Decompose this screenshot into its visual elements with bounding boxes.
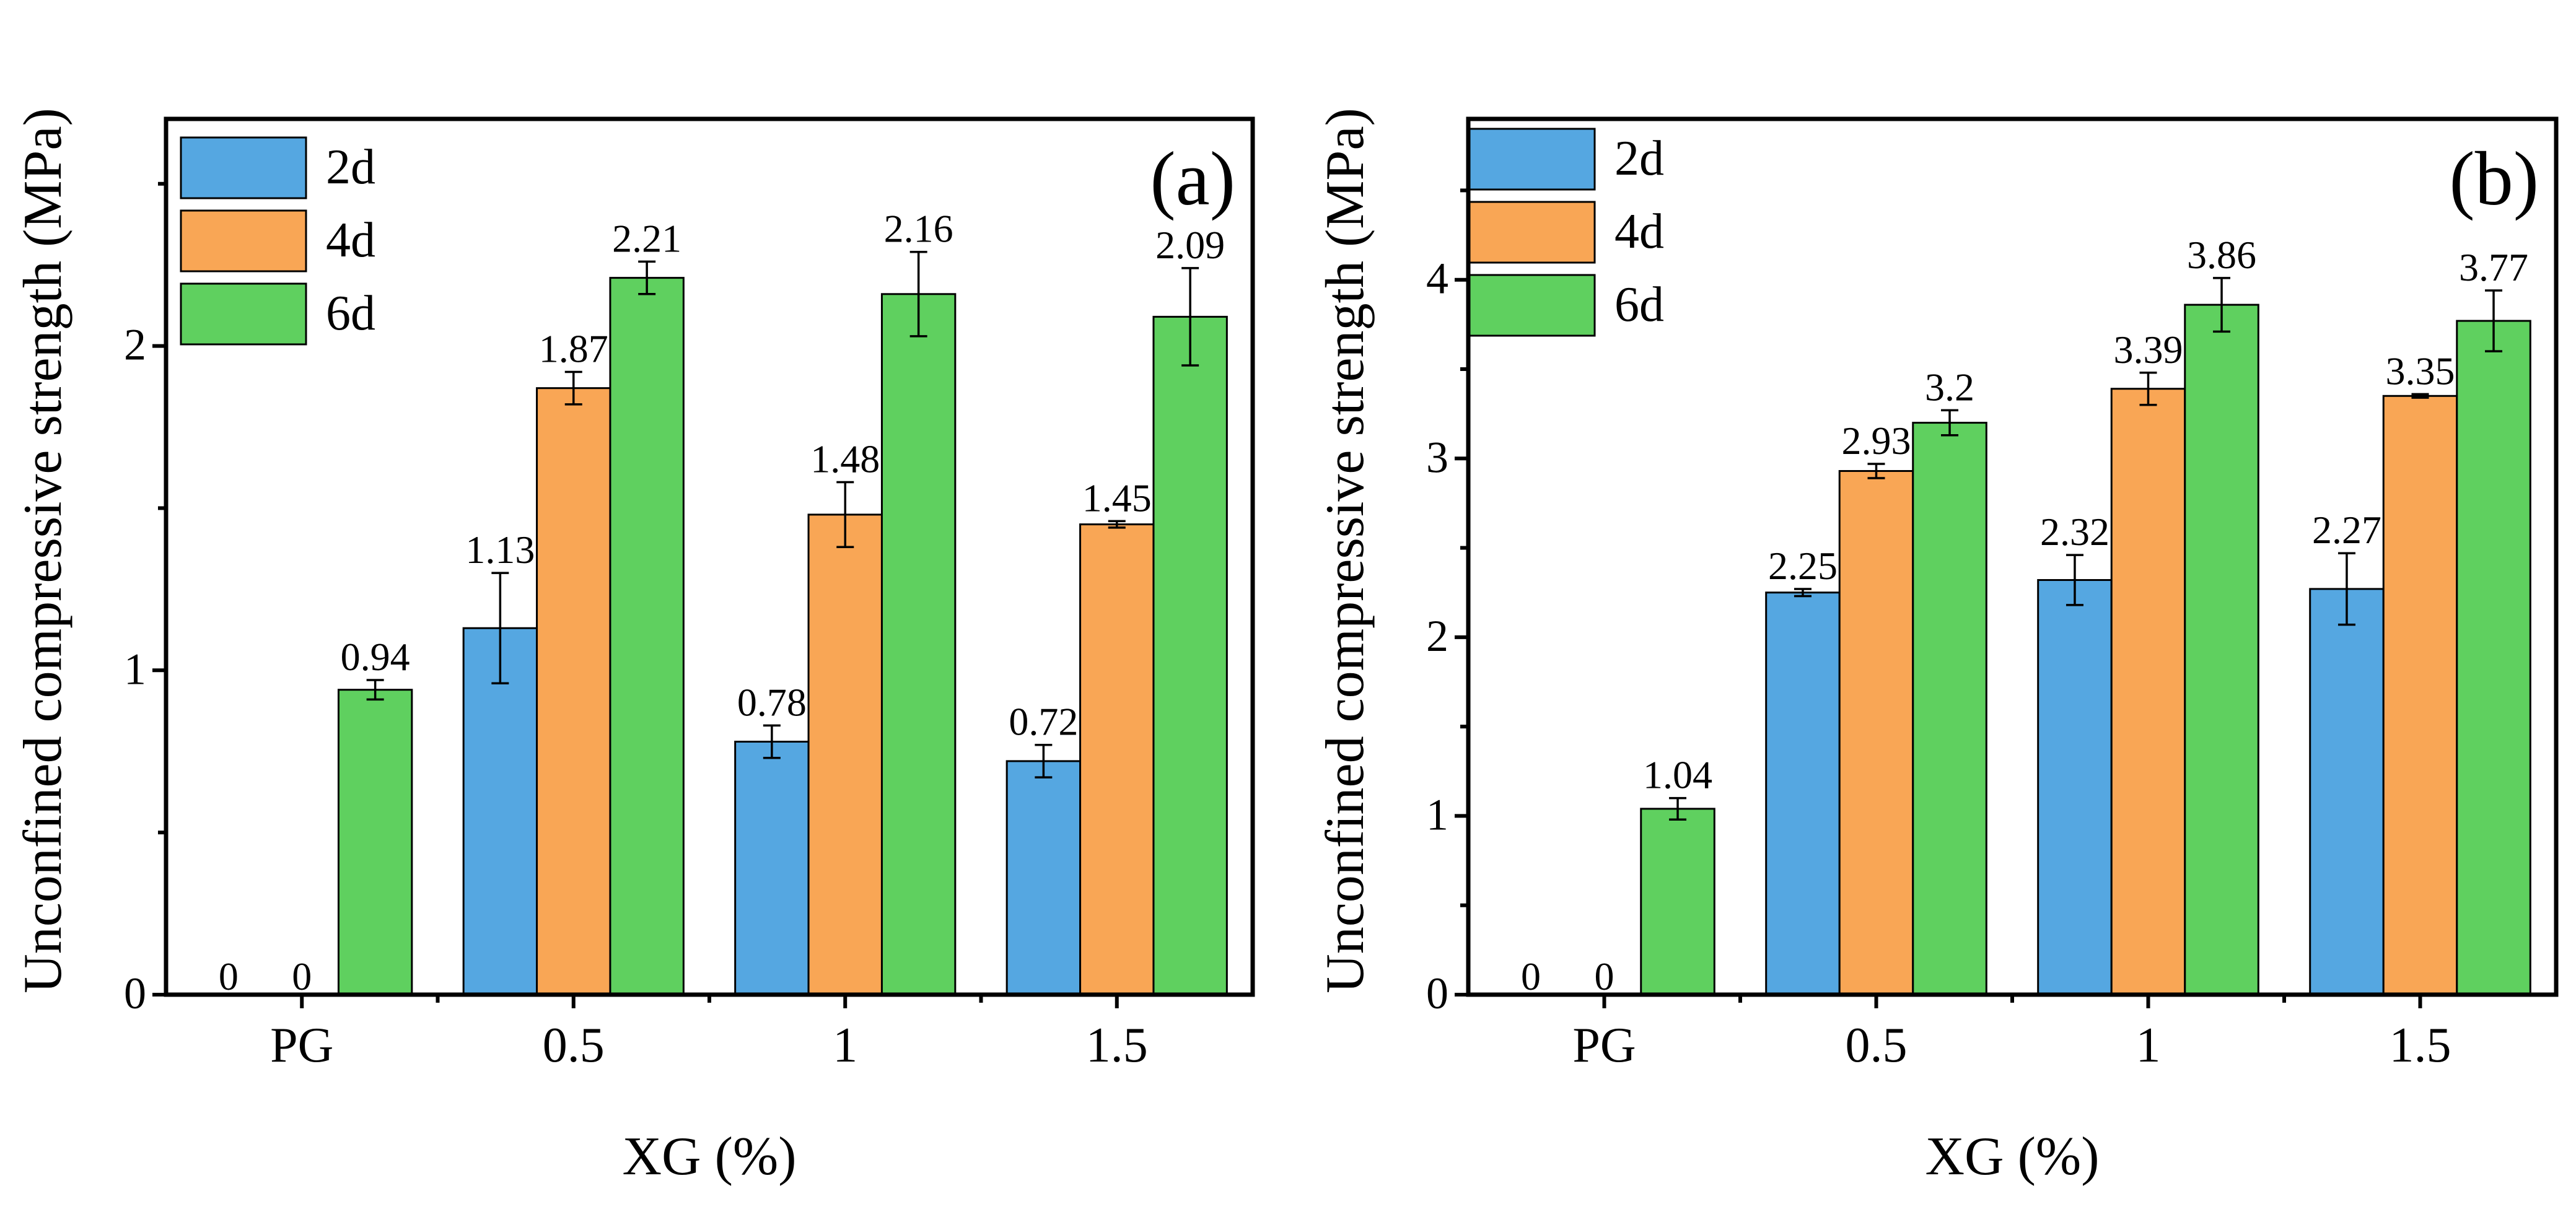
y-tick-label: 4 (1426, 254, 1448, 303)
y-axis-title: Unconfined compressive strength (MPa) (1315, 108, 1375, 993)
data-label: 3.39 (2114, 328, 2183, 372)
y-tick-label: 0 (124, 969, 146, 1018)
legend-swatch-4d (180, 209, 307, 273)
legend-label-4d: 4d (1614, 204, 1664, 259)
legend-label-6d: 6d (1614, 277, 1664, 332)
legend-swatch-4d (1468, 201, 1596, 264)
legend-swatch-6d (1468, 274, 1596, 337)
y-tick-label: 2 (1426, 611, 1448, 661)
y-tick-label: 1 (1426, 790, 1448, 839)
data-label: 0 (219, 954, 239, 998)
data-label: 2.32 (2040, 510, 2109, 554)
data-label: 1.87 (539, 326, 608, 370)
data-label: 1.48 (810, 437, 880, 481)
bar-6d-1 (2184, 303, 2259, 996)
bar-6d-1 (880, 293, 957, 996)
x-tick-label-0.5: 0.5 (543, 1018, 605, 1073)
legend-swatch-2d (180, 136, 307, 199)
data-label: 2.27 (2312, 508, 2381, 552)
bar-4d-1 (807, 513, 883, 996)
bar-2d-0.5 (1765, 591, 1841, 996)
data-label: 1.45 (1082, 476, 1152, 520)
y-tick-label: 0 (1426, 969, 1448, 1018)
data-label: 3.2 (1925, 365, 1974, 409)
panel-label: (b) (2449, 136, 2539, 221)
y-axis-title: Unconfined compressive strength (MPa) (13, 108, 73, 993)
bar-4d-0.5 (536, 387, 611, 996)
legend-label-2d: 2d (326, 140, 375, 194)
bar-6d-0.5 (1912, 422, 1987, 996)
data-label: 2.25 (1768, 544, 1838, 588)
panel-a: 0 1.13 0.78 0.72 0 1.87 1.48 1.45 0.94 2.21 2.16 2.… (13, 108, 1255, 1187)
bar-6d-PG (1640, 808, 1715, 996)
data-label: 3.77 (2459, 245, 2528, 289)
legend-label-6d: 6d (326, 286, 375, 341)
bar-2d-1 (2037, 579, 2113, 996)
x-tick-label-1.5: 1.5 (2390, 1018, 2451, 1073)
legend-swatch-6d (180, 282, 307, 346)
panel-label: (a) (1150, 136, 1235, 221)
panel-b: 0 2.25 2.32 2.27 0 2.93 3.39 3.35 1.04 3.2 3.86 3.7… (1315, 108, 2559, 1187)
data-label: 0.72 (1009, 700, 1078, 744)
x-tick-label-1: 1 (2136, 1018, 2161, 1073)
bar-2d-0.5 (462, 627, 538, 996)
x-tick-label-PG: PG (270, 1018, 333, 1073)
y-tick-label: 3 (1426, 432, 1448, 482)
data-label: 2.93 (1842, 419, 1911, 463)
bar-2d-1 (734, 741, 810, 996)
data-label: 0.78 (737, 680, 807, 724)
x-tick-label-0.5: 0.5 (1846, 1018, 1908, 1073)
data-label: 0.94 (341, 635, 410, 679)
x-tick-label-1: 1 (833, 1018, 857, 1073)
bar-4d-1.5 (2382, 395, 2458, 996)
x-axis-title: XG (%) (622, 1127, 796, 1187)
data-label: 3.35 (2386, 349, 2455, 393)
bar-4d-1 (2110, 388, 2186, 996)
data-label: 2.16 (884, 207, 953, 251)
bar-6d-1.5 (2456, 320, 2531, 996)
legend-label-4d: 4d (326, 213, 375, 268)
x-tick-label-PG: PG (1572, 1018, 1636, 1073)
y-tick-label: 2 (124, 320, 146, 370)
data-label: 0 (292, 954, 312, 998)
legend-swatch-2d (1468, 128, 1596, 191)
data-label: 3.86 (2187, 233, 2256, 277)
bar-4d-1.5 (1079, 523, 1155, 996)
bar-6d-1.5 (1152, 315, 1228, 996)
data-label: 2.09 (1155, 223, 1225, 267)
data-label: 1.13 (465, 528, 535, 572)
x-tick-label-1.5: 1.5 (1086, 1018, 1148, 1073)
y-tick-label: 1 (124, 644, 146, 694)
data-label: 0 (1521, 954, 1541, 998)
bar-6d-PG (337, 689, 413, 996)
legend-label-2d: 2d (1614, 131, 1664, 186)
data-label: 1.04 (1643, 753, 1712, 797)
bar-6d-0.5 (609, 277, 685, 996)
bar-4d-0.5 (1838, 469, 1914, 996)
data-label: 0 (1595, 954, 1614, 998)
bar-2d-1.5 (1005, 760, 1082, 996)
bar-2d-1.5 (2309, 588, 2385, 996)
data-label: 2.21 (612, 216, 681, 260)
x-axis-title: XG (%) (1925, 1127, 2099, 1187)
